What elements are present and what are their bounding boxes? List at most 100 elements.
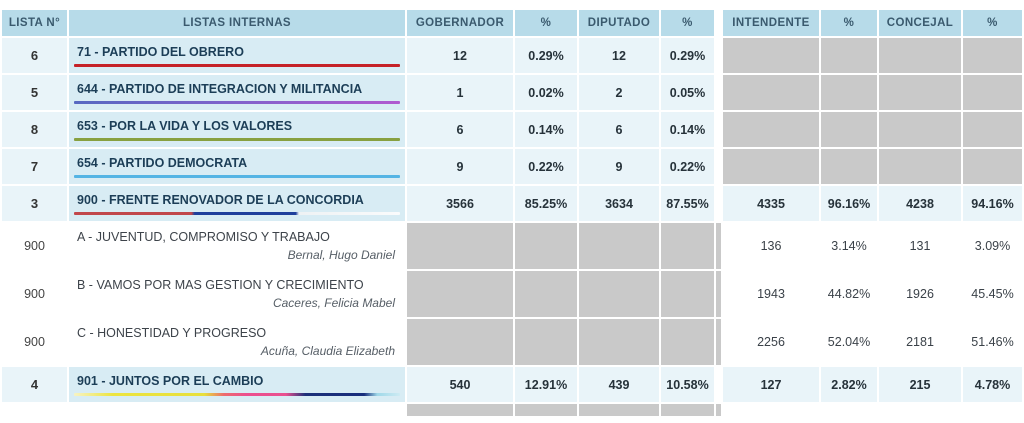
diputado-pct-cell — [661, 319, 714, 365]
diputado-pct-cell: 0.22% — [661, 149, 714, 184]
list-number-cell: 900 — [2, 271, 67, 317]
column-group-divider — [716, 367, 721, 402]
concejal-votes-cell: 4238 — [879, 186, 961, 221]
column-group-divider — [716, 10, 721, 36]
party-color-underline — [74, 100, 400, 104]
column-group-divider — [716, 38, 721, 73]
concejal-votes-cell: 131 — [879, 223, 961, 269]
column-group-divider — [716, 319, 721, 365]
party-color-underline — [74, 392, 400, 396]
column-header-listas-internas: LISTAS INTERNAS — [69, 10, 405, 36]
intendente-pct-cell — [821, 112, 877, 147]
list-number-cell: 7 — [2, 149, 67, 184]
column-header-intendente-pct: % — [821, 10, 877, 36]
gobernador-pct-cell: 0.14% — [515, 112, 577, 147]
intendente-votes-cell: 136 — [723, 223, 819, 269]
concejal-votes-cell: 1926 — [879, 271, 961, 317]
diputado-votes-cell — [579, 271, 659, 317]
election-results-scroll-area[interactable]: LISTA N° LISTAS INTERNAS GOBERNADOR % DI… — [0, 8, 1024, 418]
intendente-votes-cell: 1943 — [723, 271, 819, 317]
intendente-votes-cell — [723, 112, 819, 147]
concejal-pct-cell — [963, 149, 1022, 184]
gobernador-pct-cell — [515, 223, 577, 269]
list-number-cell: 3 — [2, 186, 67, 221]
list-name-cell: A - JUVENTUD, COMPROMISO Y TRABAJO Berna… — [69, 223, 405, 269]
concejal-votes-cell: 2181 — [879, 319, 961, 365]
diputado-pct-cell — [661, 223, 714, 269]
column-header-diputado: DIPUTADO — [579, 10, 659, 36]
candidate-name: Caceres, Felicia Mabel — [272, 296, 395, 310]
table-row: 900 B - VAMOS POR MAS GESTION Y CRECIMIE… — [2, 271, 1022, 317]
gobernador-pct-cell: 0.22% — [515, 149, 577, 184]
list-name-cell: C - HONESTIDAD Y PROGRESO Acuña, Claudia… — [69, 319, 405, 365]
list-name-cell: B - VAMOS POR MAS GESTION Y CRECIMIENTO … — [69, 271, 405, 317]
list-number-cell: 8 — [2, 112, 67, 147]
list-number-cell: 5 — [2, 75, 67, 110]
column-group-divider — [716, 271, 721, 317]
intendente-pct-cell — [821, 404, 877, 416]
concejal-pct-cell: 3.09% — [963, 223, 1022, 269]
table-row: 4 901 - JUNTOS POR EL CAMBIO 540 12.91% … — [2, 367, 1022, 402]
list-name: B - VAMOS POR MAS GESTION Y CRECIMIENTO — [77, 278, 364, 292]
intendente-pct-cell — [821, 75, 877, 110]
election-results-table: LISTA N° LISTAS INTERNAS GOBERNADOR % DI… — [0, 8, 1024, 418]
gobernador-pct-cell — [515, 404, 577, 416]
concejal-votes-cell — [879, 75, 961, 110]
intendente-pct-cell: 52.04% — [821, 319, 877, 365]
party-color-underline — [74, 63, 400, 67]
list-name-cell: 654 - PARTIDO DEMOCRATA — [69, 149, 405, 184]
diputado-votes-cell: 6 — [579, 112, 659, 147]
column-header-lista-n: LISTA N° — [2, 10, 67, 36]
party-color-underline — [74, 211, 400, 215]
concejal-pct-cell: 94.16% — [963, 186, 1022, 221]
concejal-pct-cell — [963, 404, 1022, 416]
column-header-concejal: CONCEJAL — [879, 10, 961, 36]
intendente-pct-cell: 96.16% — [821, 186, 877, 221]
table-row: 5 644 - PARTIDO DE INTEGRACION Y MILITAN… — [2, 75, 1022, 110]
intendente-votes-cell — [723, 38, 819, 73]
diputado-pct-cell: 0.05% — [661, 75, 714, 110]
diputado-votes-cell — [579, 319, 659, 365]
column-header-concejal-pct: % — [963, 10, 1022, 36]
gobernador-votes-cell: 12 — [407, 38, 513, 73]
list-number-cell: 6 — [2, 38, 67, 73]
diputado-pct-cell: 0.29% — [661, 38, 714, 73]
list-name: 653 - POR LA VIDA Y LOS VALORES — [77, 118, 293, 133]
column-group-divider — [716, 186, 721, 221]
intendente-votes-cell: 2256 — [723, 319, 819, 365]
gobernador-votes-cell — [407, 223, 513, 269]
column-header-gobernador-pct: % — [515, 10, 577, 36]
list-name: 654 - PARTIDO DEMOCRATA — [77, 155, 248, 170]
diputado-votes-cell: 3634 — [579, 186, 659, 221]
concejal-pct-cell: 51.46% — [963, 319, 1022, 365]
concejal-pct-cell — [963, 112, 1022, 147]
diputado-pct-cell: 10.58% — [661, 367, 714, 402]
gobernador-votes-cell: 9 — [407, 149, 513, 184]
diputado-votes-cell — [579, 404, 659, 416]
diputado-votes-cell: 2 — [579, 75, 659, 110]
table-row: 8 653 - POR LA VIDA Y LOS VALORES 6 0.14… — [2, 112, 1022, 147]
list-name-cell: 900 - FRENTE RENOVADOR DE LA CONCORDIA — [69, 186, 405, 221]
list-name-cell: 901 - JUNTOS POR EL CAMBIO — [69, 367, 405, 402]
concejal-votes-cell — [879, 38, 961, 73]
gobernador-pct-cell — [515, 319, 577, 365]
intendente-votes-cell: 127 — [723, 367, 819, 402]
table-body: 6 71 - PARTIDO DEL OBRERO 12 0.29% 12 0.… — [2, 38, 1022, 416]
table-header: LISTA N° LISTAS INTERNAS GOBERNADOR % DI… — [2, 10, 1022, 36]
list-name: C - HONESTIDAD Y PROGRESO — [77, 326, 267, 340]
concejal-pct-cell: 45.45% — [963, 271, 1022, 317]
concejal-pct-cell — [963, 38, 1022, 73]
list-number-cell: 4 — [2, 367, 67, 402]
table-row: 3 900 - FRENTE RENOVADOR DE LA CONCORDIA… — [2, 186, 1022, 221]
gobernador-pct-cell: 85.25% — [515, 186, 577, 221]
diputado-pct-cell — [661, 271, 714, 317]
list-name: 71 - PARTIDO DEL OBRERO — [77, 44, 244, 59]
gobernador-votes-cell: 1 — [407, 75, 513, 110]
gobernador-votes-cell: 6 — [407, 112, 513, 147]
list-name-cell — [69, 404, 405, 416]
table-row — [2, 404, 1022, 416]
gobernador-pct-cell: 0.29% — [515, 38, 577, 73]
intendente-pct-cell: 3.14% — [821, 223, 877, 269]
gobernador-pct-cell — [515, 271, 577, 317]
diputado-pct-cell: 0.14% — [661, 112, 714, 147]
